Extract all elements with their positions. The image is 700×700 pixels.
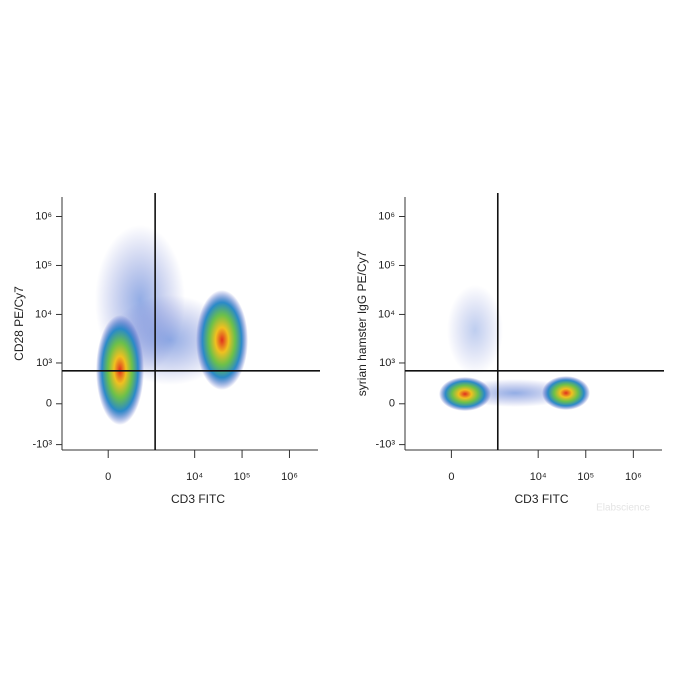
x-axis-title: CD3 FITC xyxy=(171,492,225,506)
density-cloud xyxy=(447,285,503,375)
x-tick-label: 10⁵ xyxy=(234,471,251,483)
y-tick-label: 10⁶ xyxy=(378,210,395,222)
density-cloud xyxy=(439,377,491,411)
y-tick-label: 10³ xyxy=(36,357,52,369)
density-cloud xyxy=(96,315,144,425)
x-tick-label: 0 xyxy=(105,471,111,483)
watermark: Elabscience xyxy=(596,503,650,514)
y-tick-label: 10⁵ xyxy=(35,259,52,271)
x-axis-title: CD3 FITC xyxy=(515,492,569,506)
y-tick-label: 10⁵ xyxy=(378,259,395,271)
y-tick-label: 0 xyxy=(389,398,395,410)
x-tick-label: 10⁴ xyxy=(186,471,203,483)
y-tick-label: -10³ xyxy=(32,439,52,451)
density-cloud xyxy=(196,290,248,390)
y-tick-label: 10³ xyxy=(379,357,395,369)
y-tick-label: 10⁴ xyxy=(378,308,395,320)
density-cloud xyxy=(542,376,590,410)
y-axis-title: syrian hamster IgG PE/Cy7 xyxy=(355,250,369,396)
y-tick-label: 10⁶ xyxy=(35,210,52,222)
y-tick-label: -10³ xyxy=(375,439,395,451)
x-tick-label: 10⁴ xyxy=(530,471,547,483)
x-tick-label: 0 xyxy=(448,471,454,483)
x-tick-label: 10⁶ xyxy=(281,471,298,483)
y-tick-label: 10⁴ xyxy=(35,308,52,320)
x-tick-label: 10⁶ xyxy=(625,471,642,483)
x-tick-label: 10⁵ xyxy=(577,471,594,483)
y-tick-label: 0 xyxy=(46,398,52,410)
y-axis-title: CD28 PE/Cy7 xyxy=(12,286,26,361)
